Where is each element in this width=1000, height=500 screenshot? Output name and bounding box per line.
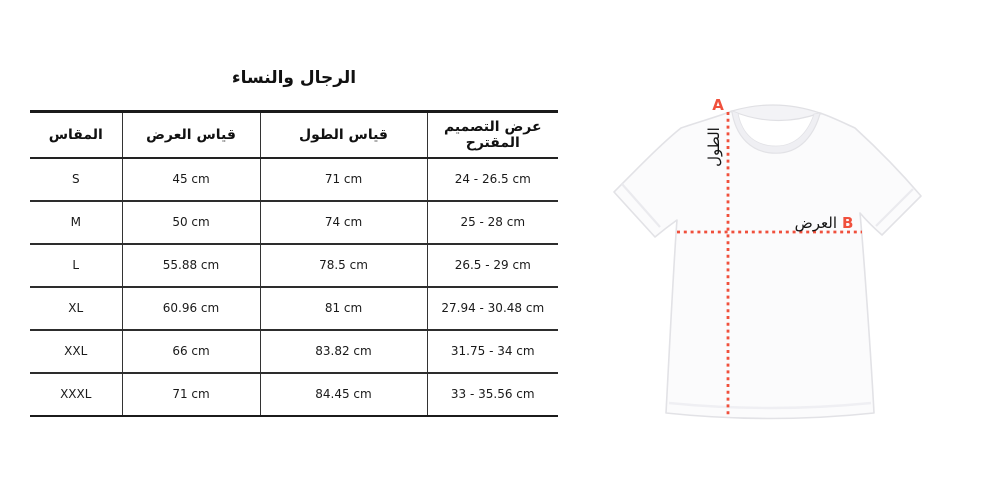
size-cell: S (30, 157, 122, 202)
design-width-cell: 24 - 26.5 cm (426, 157, 558, 202)
width-cell: 71 cm (121, 372, 260, 416)
size-cell: XL (30, 286, 122, 331)
length-cell: 83.82 cm (259, 329, 427, 374)
tshirt-right-cuff-seam (875, 188, 914, 227)
size-cell: XXXL (60, 387, 92, 401)
measurement-guides: A الطول العرض B (677, 96, 862, 417)
table-row: XXL 66 cm 83.82 cm 31.75 - 34 cm (30, 329, 558, 374)
tshirt-left-cuff-seam (621, 183, 661, 228)
size-cell: XXL (30, 329, 122, 374)
table-row: L 55.88 cm 78.5 cm 26.5 - 29 cm (30, 243, 558, 288)
length-cell: 74 cm (259, 200, 427, 245)
size-cell: L (30, 243, 122, 288)
tshirt-bottom-hem-seam (668, 401, 872, 410)
width-cell: 45 cm (121, 157, 260, 202)
length-cell: 71 cm (259, 157, 427, 202)
design-width-cell: 33 - 35.56 cm (426, 372, 558, 416)
table-header-row: المقاس قياس العرض قياس الطول عرض التصميم… (30, 111, 558, 159)
table-row: M 50 cm 74 cm 25 - 28 cm (30, 200, 558, 245)
tshirt-measurement-diagram: A الطول العرض B (613, 96, 922, 420)
page-title: الرجال والنساء (231, 68, 357, 88)
length-cell: 78.5 cm (259, 243, 427, 288)
tshirt-front-collar (731, 110, 821, 154)
width-cell: 60.96 cm (121, 286, 260, 331)
width-cell: 55.88 cm (121, 243, 260, 288)
design-width-cell: 27.94 - 30.48 cm (426, 286, 558, 331)
tshirt-body (613, 110, 922, 420)
design-width-cell: 26.5 - 29 cm (426, 243, 558, 288)
table-row: S 45 cm 71 cm 24 - 26.5 cm (30, 157, 558, 202)
width-cell: 50 cm (121, 200, 260, 245)
size-table: المقاس قياس العرض قياس الطول عرض التصميم… (30, 110, 558, 417)
tshirt-illustration (613, 104, 922, 420)
design-width-cell: 31.75 - 34 cm (426, 329, 558, 374)
col-header-size: المقاس (30, 111, 122, 159)
col-header-width: قياس العرض (121, 111, 260, 159)
width-axis-label: العرض (795, 214, 837, 232)
marker-a-label: A (712, 96, 724, 114)
table-row: XL 60.96 cm 81 cm 27.94 - 30.48 cm (30, 286, 558, 331)
length-axis-label: الطول (705, 127, 723, 167)
col-header-design-width: عرض التصميم المقترح (426, 111, 558, 159)
table-row: XXXL 71 cm 84.45 cm 33 - 35.56 cm (30, 372, 558, 416)
size-cell: M (30, 200, 122, 245)
design-width-cell: 25 - 28 cm (426, 200, 558, 245)
marker-b-label: B (842, 214, 853, 232)
tshirt-back-collar (730, 104, 822, 122)
length-cell: 84.45 cm (259, 372, 427, 416)
length-cell: 81 cm (259, 286, 427, 331)
col-header-length: قياس الطول (259, 111, 427, 159)
width-cell: 66 cm (121, 329, 260, 374)
